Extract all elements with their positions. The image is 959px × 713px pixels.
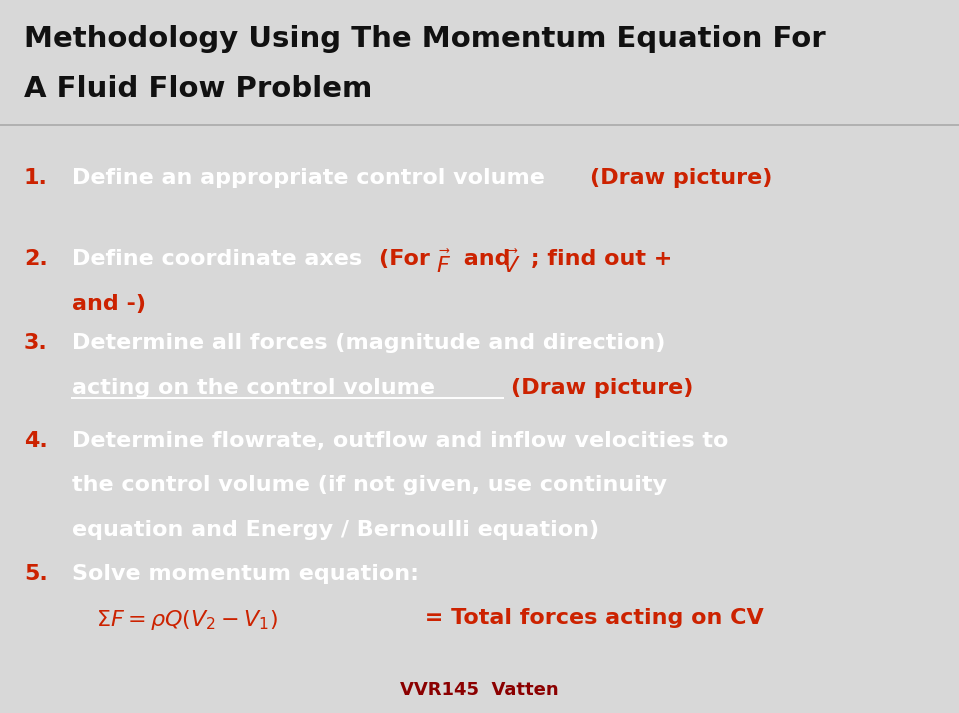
Text: A Fluid Flow Problem: A Fluid Flow Problem [24,75,372,103]
Text: Determine flowrate, outflow and inflow velocities to: Determine flowrate, outflow and inflow v… [72,431,728,451]
Text: (Draw picture): (Draw picture) [590,168,772,188]
Text: (For: (For [379,250,445,270]
Text: acting on the control volume: acting on the control volume [72,378,435,398]
Text: $\vec{V}$: $\vec{V}$ [502,250,520,277]
Text: = Total forces acting on CV: = Total forces acting on CV [417,608,764,628]
Text: equation and Energy / Bernoulli equation): equation and Energy / Bernoulli equation… [72,520,599,540]
Text: Solve momentum equation:: Solve momentum equation: [72,564,419,584]
Text: ; find out +: ; find out + [523,250,672,270]
Text: Methodology Using The Momentum Equation For: Methodology Using The Momentum Equation … [24,25,826,53]
Text: 2.: 2. [24,250,48,270]
Text: the control volume (if not given, use continuity: the control volume (if not given, use co… [72,476,667,496]
Text: $\Sigma F = \rho Q(V_2 - V_1)$: $\Sigma F = \rho Q(V_2 - V_1)$ [96,608,278,632]
Text: 5.: 5. [24,564,48,584]
Text: Define coordinate axes: Define coordinate axes [72,250,378,270]
Text: VVR145  Vatten: VVR145 Vatten [400,681,559,699]
Text: and: and [456,250,519,270]
Text: 3.: 3. [24,334,48,354]
Text: 4.: 4. [24,431,48,451]
Text: $\vec{F}$: $\vec{F}$ [436,250,452,277]
Text: Define an appropriate control volume: Define an appropriate control volume [72,168,552,188]
Text: and -): and -) [72,294,146,314]
Text: Determine all forces (magnitude and direction): Determine all forces (magnitude and dire… [72,334,666,354]
Text: 1.: 1. [24,168,48,188]
Text: (Draw picture): (Draw picture) [511,378,693,398]
